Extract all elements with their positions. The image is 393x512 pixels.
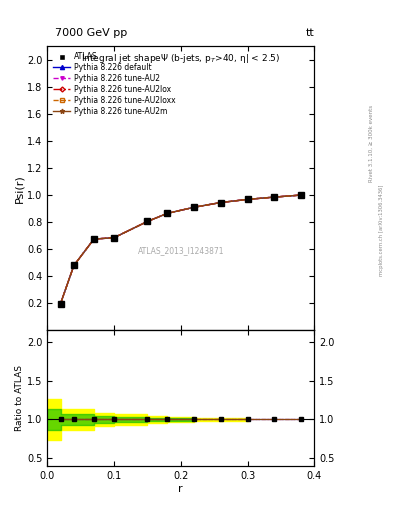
- Pythia 8.226 tune-AU2loxx: [192, 204, 196, 210]
- Pythia 8.226 tune-AU2lox: [219, 200, 223, 206]
- ATLAS: [165, 210, 170, 217]
- Pythia 8.226 tune-AU2lox: [245, 196, 250, 202]
- Pythia 8.226 tune-AU2m: [72, 263, 76, 269]
- Pythia 8.226 default: [92, 236, 96, 242]
- ATLAS: [192, 204, 196, 210]
- Pythia 8.226 tune-AU2loxx: [219, 200, 223, 206]
- ATLAS: [245, 196, 250, 202]
- Text: ATLAS_2013_I1243871: ATLAS_2013_I1243871: [138, 246, 224, 255]
- Pythia 8.226 tune-AU2m: [272, 194, 277, 200]
- Pythia 8.226 tune-AU2m: [245, 196, 250, 202]
- Pythia 8.226 tune-AU2loxx: [272, 194, 277, 200]
- Pythia 8.226 tune-AU2lox: [192, 204, 196, 210]
- Pythia 8.226 tune-AU2m: [192, 204, 196, 210]
- Pythia 8.226 default: [112, 234, 116, 241]
- ATLAS: [92, 236, 96, 242]
- Pythia 8.226 tune-AU2lox: [92, 236, 96, 242]
- Pythia 8.226 default: [245, 196, 250, 202]
- Pythia 8.226 tune-AU2loxx: [112, 234, 116, 241]
- Pythia 8.226 tune-AU2lox: [299, 192, 303, 198]
- Pythia 8.226 tune-AU2lox: [165, 210, 170, 217]
- Text: tt: tt: [306, 28, 314, 38]
- Pythia 8.226 default: [299, 192, 303, 198]
- Line: Pythia 8.226 default: Pythia 8.226 default: [59, 193, 303, 306]
- Pythia 8.226 default: [165, 210, 170, 217]
- Text: Rivet 3.1.10, ≥ 300k events: Rivet 3.1.10, ≥ 300k events: [369, 105, 374, 182]
- Pythia 8.226 tune-AU2loxx: [72, 263, 76, 269]
- Pythia 8.226 tune-AU2: [92, 236, 96, 242]
- Pythia 8.226 tune-AU2: [299, 192, 303, 198]
- Line: ATLAS: ATLAS: [58, 193, 304, 307]
- Pythia 8.226 tune-AU2lox: [272, 194, 277, 200]
- Pythia 8.226 tune-AU2lox: [145, 219, 150, 225]
- Pythia 8.226 default: [145, 219, 150, 225]
- Pythia 8.226 tune-AU2: [112, 234, 116, 241]
- Text: Integral jet shapeΨ (b-jets, p$_T$>40, η| < 2.5): Integral jet shapeΨ (b-jets, p$_T$>40, η…: [81, 52, 281, 65]
- Pythia 8.226 tune-AU2: [245, 196, 250, 202]
- Pythia 8.226 tune-AU2loxx: [165, 210, 170, 217]
- Line: Pythia 8.226 tune-AU2: Pythia 8.226 tune-AU2: [59, 194, 303, 306]
- Pythia 8.226 tune-AU2m: [219, 200, 223, 206]
- Pythia 8.226 default: [58, 301, 63, 307]
- Pythia 8.226 tune-AU2m: [112, 234, 116, 241]
- Pythia 8.226 tune-AU2lox: [58, 301, 63, 307]
- Pythia 8.226 default: [272, 194, 277, 200]
- Y-axis label: Psi(r): Psi(r): [14, 174, 24, 203]
- ATLAS: [299, 192, 303, 198]
- Pythia 8.226 tune-AU2: [72, 263, 76, 269]
- Pythia 8.226 tune-AU2: [192, 204, 196, 210]
- Pythia 8.226 default: [72, 263, 76, 269]
- ATLAS: [72, 263, 76, 269]
- Pythia 8.226 tune-AU2lox: [72, 263, 76, 269]
- Pythia 8.226 tune-AU2: [145, 219, 150, 225]
- Pythia 8.226 tune-AU2loxx: [245, 196, 250, 202]
- ATLAS: [272, 194, 277, 200]
- Pythia 8.226 tune-AU2loxx: [145, 219, 150, 225]
- ATLAS: [58, 301, 63, 307]
- Y-axis label: Ratio to ATLAS: Ratio to ATLAS: [15, 365, 24, 431]
- Pythia 8.226 tune-AU2: [165, 210, 170, 217]
- Pythia 8.226 tune-AU2m: [145, 219, 150, 225]
- ATLAS: [219, 200, 223, 206]
- Pythia 8.226 tune-AU2: [219, 200, 223, 206]
- Line: Pythia 8.226 tune-AU2loxx: Pythia 8.226 tune-AU2loxx: [59, 194, 303, 306]
- Pythia 8.226 tune-AU2loxx: [299, 192, 303, 198]
- Pythia 8.226 tune-AU2m: [58, 301, 63, 307]
- ATLAS: [112, 234, 116, 241]
- Line: Pythia 8.226 tune-AU2lox: Pythia 8.226 tune-AU2lox: [59, 194, 303, 306]
- Pythia 8.226 tune-AU2loxx: [58, 301, 63, 307]
- Line: Pythia 8.226 tune-AU2m: Pythia 8.226 tune-AU2m: [58, 193, 303, 306]
- Pythia 8.226 tune-AU2: [272, 194, 277, 200]
- Pythia 8.226 tune-AU2loxx: [92, 236, 96, 242]
- Pythia 8.226 tune-AU2m: [299, 192, 303, 198]
- Pythia 8.226 tune-AU2lox: [112, 234, 116, 241]
- Text: 7000 GeV pp: 7000 GeV pp: [55, 28, 127, 38]
- Pythia 8.226 tune-AU2m: [165, 210, 170, 217]
- Pythia 8.226 tune-AU2m: [92, 236, 96, 242]
- Pythia 8.226 default: [192, 204, 196, 210]
- Pythia 8.226 tune-AU2: [58, 301, 63, 307]
- X-axis label: r: r: [178, 483, 183, 494]
- Pythia 8.226 default: [219, 200, 223, 206]
- Legend: ATLAS, Pythia 8.226 default, Pythia 8.226 tune-AU2, Pythia 8.226 tune-AU2lox, Py: ATLAS, Pythia 8.226 default, Pythia 8.22…: [51, 50, 178, 118]
- ATLAS: [145, 219, 150, 225]
- Text: mcplots.cern.ch [arXiv:1306.3436]: mcplots.cern.ch [arXiv:1306.3436]: [379, 185, 384, 276]
